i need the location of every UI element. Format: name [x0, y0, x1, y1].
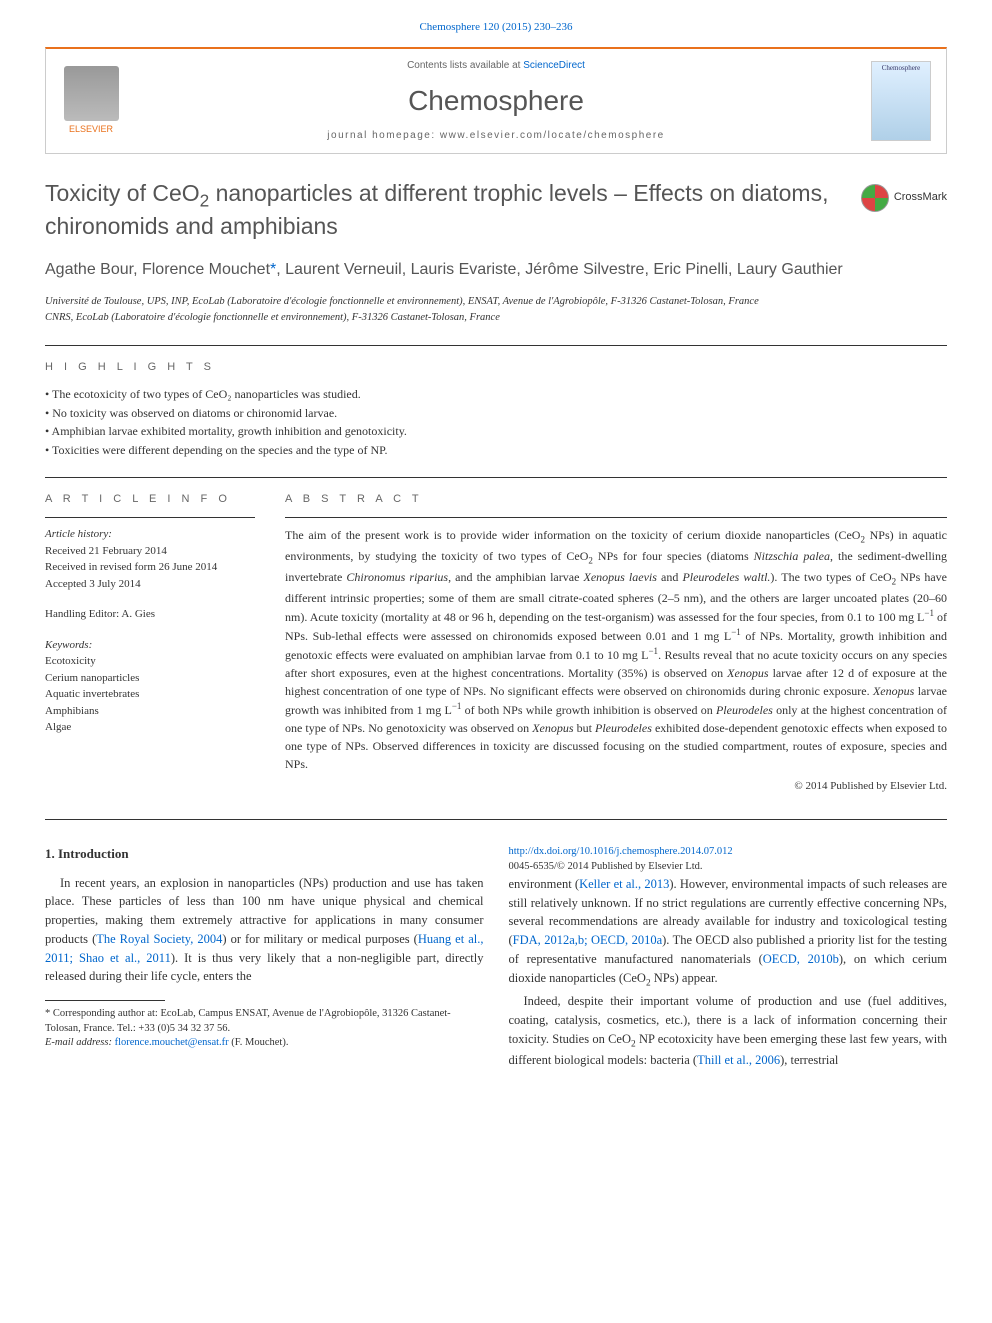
keyword: Amphibians [45, 703, 255, 720]
email-link[interactable]: florence.mouchet@ensat.fr [115, 1037, 229, 1048]
reference-link[interactable]: Keller et al., 2013 [579, 877, 669, 891]
citation-link[interactable]: Chemosphere 120 (2015) 230–236 [419, 21, 572, 33]
reference-link[interactable]: OECD, 2010b [763, 952, 839, 966]
intro-text-col2: environment (Keller et al., 2013). Howev… [509, 875, 948, 1070]
reference-link[interactable]: The Royal Society, 2004 [96, 932, 222, 946]
article-history: Article history: Received 21 February 20… [45, 526, 255, 592]
doi-block: http://dx.doi.org/10.1016/j.chemosphere.… [509, 845, 948, 874]
abstract-copyright: © 2014 Published by Elsevier Ltd. [285, 779, 947, 794]
citation-line: Chemosphere 120 (2015) 230–236 [45, 20, 947, 35]
crossmark-label: CrossMark [894, 190, 947, 205]
journal-header: ELSEVIER Contents lists available at Sci… [45, 47, 947, 153]
homepage-prefix: journal homepage: [327, 130, 440, 141]
homepage-line: journal homepage: www.elsevier.com/locat… [121, 129, 871, 143]
intro-heading: 1. Introduction [45, 845, 484, 863]
highlight-item: The ecotoxicity of two types of CeO₂ nan… [45, 386, 947, 403]
keyword: Cerium nanoparticles [45, 670, 255, 687]
affiliations: Université de Toulouse, UPS, INP, EcoLab… [45, 294, 947, 326]
doi-link[interactable]: http://dx.doi.org/10.1016/j.chemosphere.… [509, 846, 733, 857]
keyword: Algae [45, 719, 255, 736]
abstract-label: A B S T R A C T [285, 492, 947, 507]
highlights-label: H I G H L I G H T S [45, 360, 947, 375]
footnote-separator [45, 1000, 165, 1001]
abstract-column: A B S T R A C T The aim of the present w… [285, 492, 947, 794]
keyword: Aquatic invertebrates [45, 686, 255, 703]
highlight-item: Toxicities were different depending on t… [45, 442, 947, 459]
article-info-label: A R T I C L E I N F O [45, 492, 255, 507]
reference-link[interactable]: FDA, 2012a,b; OECD, 2010a [513, 933, 662, 947]
keywords-block: Keywords: Ecotoxicity Cerium nanoparticl… [45, 637, 255, 736]
intro-text: In recent years, an explosion in nanopar… [45, 874, 484, 987]
journal-name: Chemosphere [121, 81, 871, 120]
homepage-url: www.elsevier.com/locate/chemosphere [440, 130, 665, 141]
contents-prefix: Contents lists available at [407, 60, 523, 71]
crossmark-badge[interactable]: CrossMark [861, 184, 947, 212]
article-title: Toxicity of CeO2 nanoparticles at differ… [45, 179, 841, 242]
handling-editor: Handling Editor: A. Gies [45, 606, 255, 623]
sciencedirect-link[interactable]: ScienceDirect [523, 60, 585, 71]
highlight-item: No toxicity was observed on diatoms or c… [45, 405, 947, 422]
journal-cover-thumb: Chemosphere [871, 61, 931, 141]
divider [45, 477, 947, 478]
highlight-item: Amphibian larvae exhibited mortality, gr… [45, 423, 947, 440]
footnotes: * Corresponding author at: EcoLab, Campu… [45, 1007, 484, 1051]
cover-label: Chemosphere [872, 62, 930, 74]
issn-line: 0045-6535/© 2014 Published by Elsevier L… [509, 860, 948, 875]
divider [45, 345, 947, 346]
abstract-text: The aim of the present work is to provid… [285, 526, 947, 773]
highlights-section: H I G H L I G H T S The ecotoxicity of t… [45, 360, 947, 459]
elsevier-logo: ELSEVIER [61, 66, 121, 136]
contents-line: Contents lists available at ScienceDirec… [121, 59, 871, 73]
article-info-column: A R T I C L E I N F O Article history: R… [45, 492, 255, 794]
body-columns: 1. Introduction In recent years, an expl… [45, 845, 947, 1070]
affiliation-line: Université de Toulouse, UPS, INP, EcoLab… [45, 294, 947, 310]
divider [45, 819, 947, 820]
keyword: Ecotoxicity [45, 653, 255, 670]
author-list: Agathe Bour, Florence Mouchet*, Laurent … [45, 259, 947, 281]
publisher-name: ELSEVIER [69, 123, 113, 136]
reference-link[interactable]: Thill et al., 2006 [697, 1053, 780, 1067]
crossmark-icon [861, 184, 889, 212]
affiliation-line: CNRS, EcoLab (Laboratoire d'écologie fon… [45, 310, 947, 326]
